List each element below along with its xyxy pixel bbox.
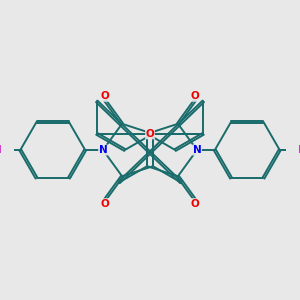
Text: I: I [298,145,300,155]
Text: O: O [100,91,109,101]
Text: O: O [100,199,109,209]
Text: N: N [99,145,107,155]
Text: O: O [191,91,200,101]
Text: O: O [191,199,200,209]
Text: O: O [146,129,154,139]
Text: N: N [193,145,201,155]
Text: I: I [0,145,2,155]
